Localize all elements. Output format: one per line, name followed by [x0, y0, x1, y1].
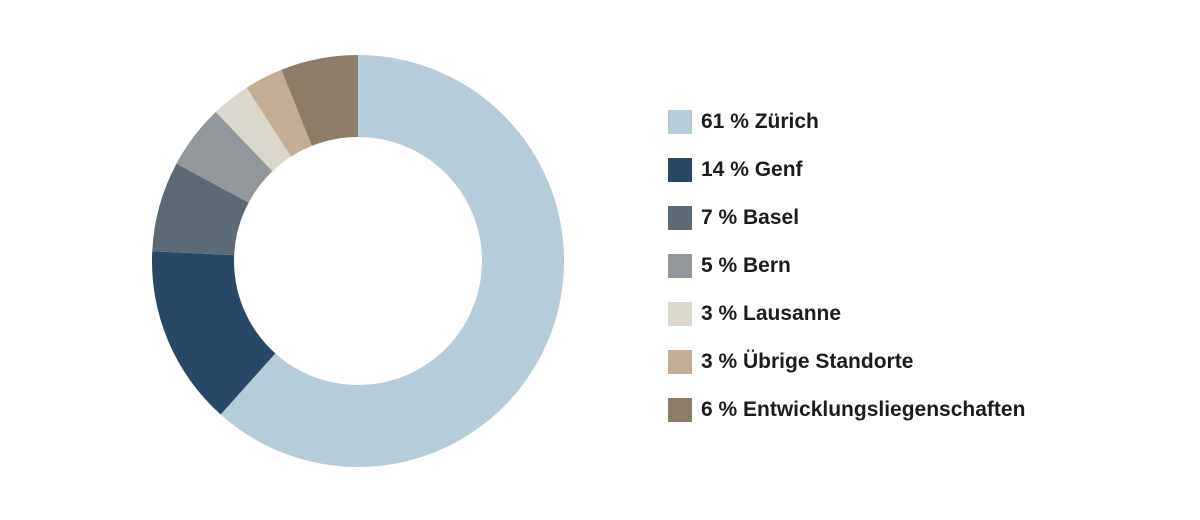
legend-swatch	[668, 350, 692, 374]
donut-segment-4	[176, 111, 273, 203]
legend-label: 61 % Zürich	[701, 110, 819, 133]
legend-swatch	[668, 254, 692, 278]
legend-label: 5 % Bern	[701, 254, 791, 277]
legend-label: 7 % Basel	[701, 206, 800, 229]
legend-swatch	[668, 398, 692, 422]
donut-segment-2	[151, 251, 276, 415]
legend-item-1: 61 % Zürich	[668, 110, 1025, 134]
donut-segment-3	[152, 163, 249, 256]
legend-swatch	[668, 158, 692, 182]
legend-label: 3 % Übrige Standorte	[701, 350, 914, 373]
legend-item-6: 3 % Übrige Standorte	[668, 350, 1025, 374]
donut-segment-5	[215, 87, 291, 172]
legend-item-4: 5 % Bern	[668, 254, 1025, 278]
donut-segment-1	[220, 55, 565, 467]
donut-segment-6	[246, 69, 312, 157]
legend-item-5: 3 % Lausanne	[668, 302, 1025, 326]
legend-item-2: 14 % Genf	[668, 158, 1025, 182]
legend-swatch	[668, 302, 692, 326]
legend-label: 14 % Genf	[701, 158, 803, 181]
legend-label: 3 % Lausanne	[701, 302, 842, 325]
legend-label: 6 % Entwicklungsliegenschaften	[701, 398, 1026, 421]
legend-item-3: 7 % Basel	[668, 206, 1025, 230]
legend-swatch	[668, 110, 692, 134]
legend-item-7: 6 % Entwicklungsliegenschaften	[668, 398, 1025, 422]
chart-legend: 61 % Zürich 14 % Genf 7 % Basel 5 % Bern 3 %…	[668, 110, 1025, 422]
legend-swatch	[668, 206, 692, 230]
donut-segment-7	[281, 55, 358, 146]
